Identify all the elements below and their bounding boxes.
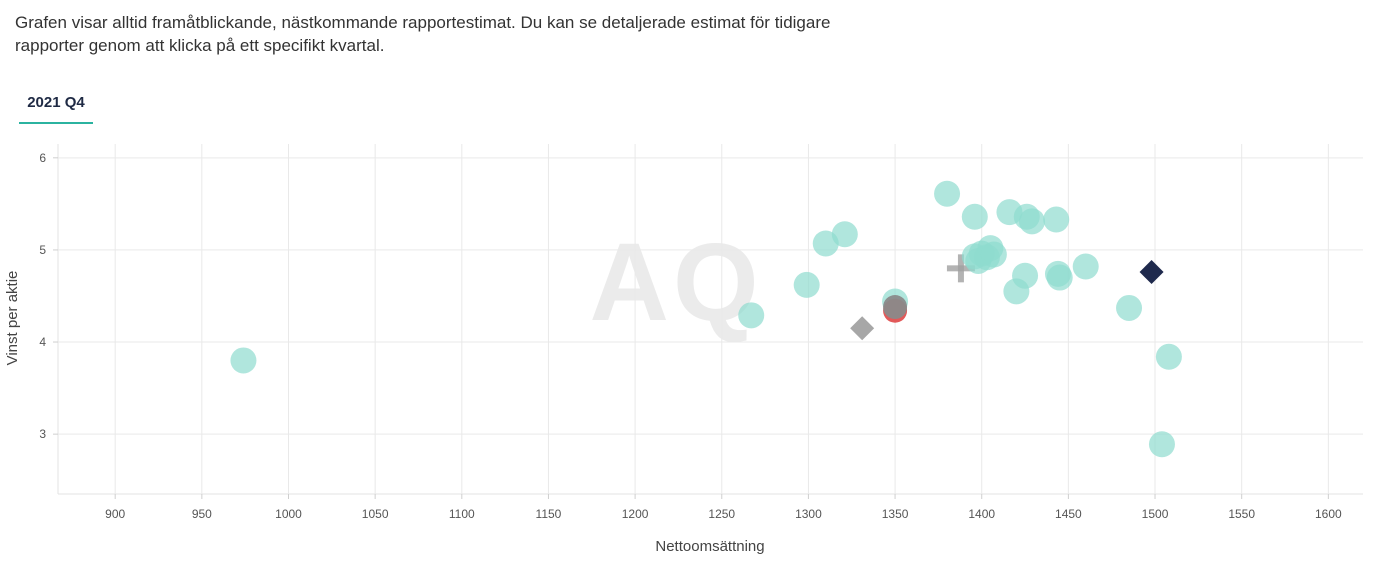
x-tick-label: 950 bbox=[192, 507, 212, 521]
estimate-point bbox=[230, 347, 257, 374]
diamond-marker bbox=[850, 316, 875, 341]
consensus-plus-vertical bbox=[957, 254, 964, 283]
estimate-point bbox=[831, 221, 858, 248]
estimate-point bbox=[1012, 262, 1039, 289]
y-tick-label: 6 bbox=[39, 151, 46, 165]
estimate-point bbox=[1043, 206, 1070, 233]
x-tick-label: 1250 bbox=[708, 507, 735, 521]
tab-2021-q4[interactable]: 2021 Q4 bbox=[19, 92, 93, 124]
y-tick-label: 3 bbox=[39, 427, 46, 441]
data-points bbox=[230, 180, 1182, 458]
x-tick-label: 1200 bbox=[622, 507, 649, 521]
x-tick-label: 1350 bbox=[882, 507, 909, 521]
diamond-marker bbox=[1139, 260, 1164, 285]
estimate-point bbox=[1072, 253, 1099, 280]
y-axis-title: Vinst per aktie bbox=[4, 271, 21, 366]
x-tick-label: 1300 bbox=[795, 507, 822, 521]
watermark-logo: AQ bbox=[590, 221, 763, 344]
x-tick-label: 1500 bbox=[1142, 507, 1169, 521]
y-tick-label: 4 bbox=[39, 335, 46, 349]
estimate-point bbox=[1046, 264, 1073, 291]
x-tick-label: 1050 bbox=[362, 507, 389, 521]
x-tick-label: 1550 bbox=[1228, 507, 1255, 521]
estimate-point bbox=[793, 271, 820, 298]
intro-text: Grafen visar alltid framåtblickande, näs… bbox=[15, 13, 831, 55]
x-tick-label: 1400 bbox=[968, 507, 995, 521]
scatter-chart: AQ 900 950 1000 1050 1100 1150 1200 1250 1300 135… bbox=[4, 144, 1363, 555]
x-tick-label: 1600 bbox=[1315, 507, 1342, 521]
estimate-point bbox=[934, 180, 961, 207]
estimate-point bbox=[738, 302, 765, 329]
highlight-point bbox=[883, 295, 908, 320]
estimate-point bbox=[1148, 431, 1175, 458]
y-tick-label: 5 bbox=[39, 243, 46, 257]
x-axis-title: Nettoomsättning bbox=[655, 538, 764, 555]
x-tick-label: 1150 bbox=[536, 507, 562, 521]
estimate-point bbox=[1018, 208, 1045, 235]
x-tick-label: 1450 bbox=[1055, 507, 1082, 521]
x-tick-label: 1000 bbox=[275, 507, 302, 521]
x-tick-label: 900 bbox=[105, 507, 125, 521]
estimate-point bbox=[1116, 294, 1143, 321]
estimate-point bbox=[980, 241, 1007, 268]
tab-label: 2021 Q4 bbox=[27, 94, 85, 111]
x-tick-label: 1100 bbox=[449, 507, 475, 521]
grid bbox=[53, 144, 1363, 499]
estimate-point bbox=[961, 203, 988, 230]
tick-labels: 900 950 1000 1050 1100 1150 1200 1250 1300 1350 14… bbox=[39, 151, 1342, 521]
estimate-point bbox=[1155, 343, 1182, 370]
